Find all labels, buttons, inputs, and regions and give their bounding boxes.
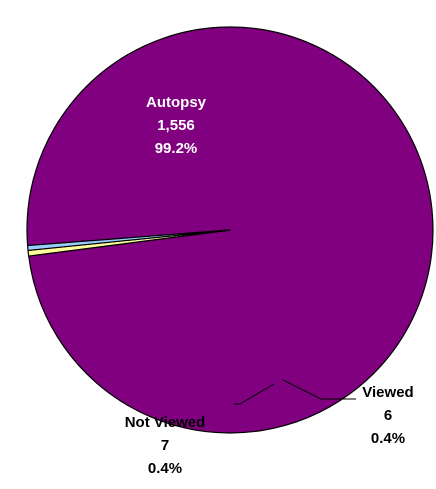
slice-percent-autopsy: 99.2%	[155, 140, 198, 157]
slice-label-not-viewed: Not Viewed	[125, 414, 206, 431]
slice-label-autopsy: Autopsy	[146, 94, 207, 111]
slice-percent-viewed: 0.4%	[371, 430, 405, 447]
slice-viewed	[26, 229, 231, 252]
leader-line-viewed	[282, 379, 356, 400]
slice-value-viewed: 6	[384, 407, 392, 424]
slice-value-autopsy: 1,556	[157, 117, 195, 134]
slice-value-not-viewed: 7	[161, 437, 169, 454]
leader-line-not-viewed	[234, 383, 275, 405]
pie-slices	[26, 26, 434, 434]
slice-percent-not-viewed: 0.4%	[148, 460, 182, 477]
slice-labels: Autopsy 1,556 99.2% Not Viewed 7 0.4% Viewed 6 0…	[125, 94, 414, 477]
slice-label-viewed: Viewed	[362, 384, 413, 401]
leader-lines	[234, 379, 356, 405]
